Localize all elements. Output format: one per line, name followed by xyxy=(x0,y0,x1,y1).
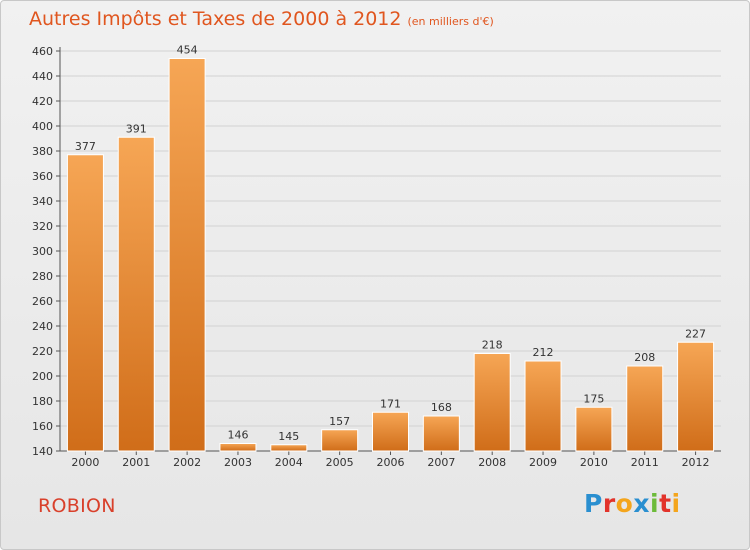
y-tick-label: 400 xyxy=(32,120,53,133)
x-tick-label-2010: 2010 xyxy=(580,456,608,469)
logo-letter: r xyxy=(602,489,616,518)
y-tick-label: 360 xyxy=(32,170,53,183)
chart-subtitle: (en milliers d'€) xyxy=(407,15,494,28)
bar-2005 xyxy=(321,429,359,452)
x-tick-label-2005: 2005 xyxy=(326,456,354,469)
x-tick-label-2003: 2003 xyxy=(224,456,252,469)
bar-2011 xyxy=(626,365,664,452)
data-label-2009: 212 xyxy=(533,346,554,359)
y-tick-label: 220 xyxy=(32,345,53,358)
y-tick-label: 140 xyxy=(32,445,53,458)
place-name: ROBION xyxy=(38,495,116,517)
y-tick-label: 380 xyxy=(32,145,53,158)
x-tick-label-2004: 2004 xyxy=(275,456,303,469)
x-tick-label-2000: 2000 xyxy=(71,456,99,469)
y-tick-label: 180 xyxy=(32,395,53,408)
x-tick-label-2002: 2002 xyxy=(173,456,201,469)
data-label-2001: 391 xyxy=(126,122,147,135)
data-label-2005: 157 xyxy=(329,415,350,428)
data-label-2003: 146 xyxy=(227,429,248,442)
bar-2007 xyxy=(422,415,460,452)
data-labels: 377 391 454 146 145 157 171 168 218 212 175 208 227 xyxy=(75,44,706,443)
data-label-2004: 145 xyxy=(278,430,299,443)
y-tick-label: 440 xyxy=(32,70,53,83)
y-tick-label: 420 xyxy=(32,95,53,108)
y-tick-label: 320 xyxy=(32,220,53,233)
x-tick-label-2008: 2008 xyxy=(478,456,506,469)
bar-2003 xyxy=(219,443,257,452)
data-label-2012: 227 xyxy=(685,327,706,340)
bars xyxy=(66,58,715,452)
y-tick-label: 280 xyxy=(32,270,53,283)
data-label-2007: 168 xyxy=(431,401,452,414)
bar-2004 xyxy=(270,444,308,452)
bar-2002 xyxy=(168,58,206,452)
chart-title: Autres Impôts et Taxes de 2000 à 2012 (en… xyxy=(29,8,494,30)
logo-letter: t xyxy=(659,489,672,518)
x-tick-label-2011: 2011 xyxy=(631,456,659,469)
y-tick-label: 460 xyxy=(32,45,53,58)
data-label-2000: 377 xyxy=(75,140,96,153)
x-tick-label-2009: 2009 xyxy=(529,456,557,469)
y-tick-labels: 140 160 180 200 220 240 260 280 300 320 340 360 380 4… xyxy=(32,45,53,458)
logo-letter: o xyxy=(615,489,634,518)
data-label-2011: 208 xyxy=(634,351,655,364)
y-tick-label: 240 xyxy=(32,320,53,333)
bar-2006 xyxy=(372,411,409,452)
data-label-2006: 171 xyxy=(380,397,401,410)
logo-letter: x xyxy=(633,489,650,518)
x-tick-label-2012: 2012 xyxy=(682,456,710,469)
data-label-2008: 218 xyxy=(482,339,503,352)
y-tick-label: 300 xyxy=(32,245,53,258)
data-label-2010: 175 xyxy=(583,392,604,405)
proxiti-logo: Proxiti xyxy=(584,489,681,518)
logo-letter: P xyxy=(584,489,603,518)
bar-2008 xyxy=(473,353,511,452)
y-tick-label: 260 xyxy=(32,295,53,308)
bar-2001 xyxy=(117,136,155,452)
bar-2009 xyxy=(524,360,562,452)
x-tick-label-2007: 2007 xyxy=(427,456,455,469)
x-tick-label-2006: 2006 xyxy=(377,456,405,469)
bar-2012 xyxy=(677,341,715,452)
y-tick-label: 340 xyxy=(32,195,53,208)
grid-lines xyxy=(60,50,721,452)
logo-letter: i xyxy=(671,489,681,518)
bar-2000 xyxy=(66,154,104,452)
x-tick-label-2001: 2001 xyxy=(122,456,150,469)
y-tick-label: 200 xyxy=(32,370,53,383)
y-tick-label: 160 xyxy=(32,420,53,433)
chart-title-text: Autres Impôts et Taxes de 2000 à 2012 xyxy=(29,8,402,30)
data-label-2002: 454 xyxy=(177,44,198,57)
logo-letter: i xyxy=(650,489,660,518)
bar-2010 xyxy=(575,406,613,452)
x-tick-labels: 2000 2001 2002 2003 2004 2005 2006 2007 2008 2009… xyxy=(71,456,709,469)
